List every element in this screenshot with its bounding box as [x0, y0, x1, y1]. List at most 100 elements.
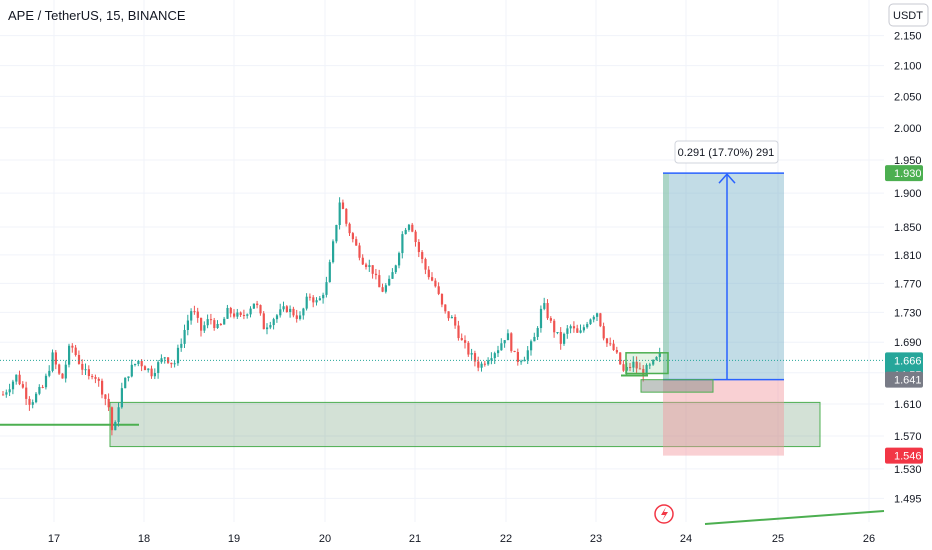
candle-body	[625, 366, 628, 371]
candle-body	[619, 352, 622, 365]
price-tick-label: 2.100	[894, 61, 922, 73]
time-tick-label: 24	[680, 533, 692, 545]
tradingview-logo-icon	[654, 504, 674, 524]
candle-body	[229, 307, 232, 314]
symbol-title: APE / TetherUS, 15, BINANCE	[8, 8, 186, 23]
candle-body	[216, 323, 219, 328]
candle-body	[431, 277, 434, 281]
candle-body	[308, 296, 312, 298]
candle-body	[196, 311, 199, 318]
candle-body	[596, 313, 599, 317]
candle-body	[21, 384, 24, 388]
candle-body	[160, 358, 163, 363]
candle-body	[338, 202, 341, 226]
candle-body	[450, 316, 453, 319]
drawings-front-layer: 0.291 (17.70%) 291	[0, 140, 885, 525]
candle-body	[153, 373, 156, 377]
candle-body	[559, 332, 562, 344]
candle-body	[361, 257, 364, 265]
candle-body	[219, 323, 222, 325]
time-axis[interactable]: 17 18 19 20 21 22 23 24 25 26	[48, 533, 875, 545]
candle-body	[622, 364, 625, 371]
candle-body	[124, 378, 127, 389]
time-tick-label: 22	[500, 533, 512, 545]
candle-body	[110, 407, 114, 431]
candle-body	[272, 319, 275, 326]
candle-body	[434, 280, 437, 287]
candle-body	[490, 358, 493, 361]
candle-body	[477, 361, 480, 368]
small-zone-rectangle	[640, 379, 714, 393]
currency-button[interactable]: USDT	[888, 3, 929, 27]
candle-body	[572, 326, 576, 329]
candle-body	[236, 312, 239, 317]
candle-body	[35, 393, 38, 403]
measure-label[interactable]: 0.291 (17.70%) 291	[674, 140, 779, 164]
candle-body	[648, 364, 651, 366]
candle-body	[457, 325, 460, 339]
candle-body	[503, 340, 506, 344]
candle-body	[391, 272, 394, 279]
candle-body	[18, 374, 21, 385]
currency-label: USDT	[893, 10, 923, 22]
candle-body	[104, 394, 107, 399]
candle-body	[140, 360, 143, 367]
candle-body	[315, 300, 318, 303]
candle-body	[61, 373, 64, 379]
candle-body	[394, 265, 397, 273]
candle-body	[285, 306, 288, 312]
candle-body	[586, 324, 589, 328]
candle-body	[183, 329, 186, 344]
candle-body	[516, 352, 519, 362]
price-tick-label: 1.850	[894, 222, 922, 234]
candle-body	[506, 333, 510, 341]
candle-body	[510, 333, 513, 351]
candle-body	[38, 386, 41, 394]
price-tick-label: 2.000	[894, 123, 922, 135]
candle-body	[563, 333, 566, 344]
candle-body	[312, 297, 315, 303]
candle-body	[147, 368, 150, 371]
price-tick-label: 2.150	[894, 31, 922, 43]
candle-body	[473, 353, 477, 362]
price-tick-label: 1.730	[894, 307, 922, 319]
candle-body	[464, 340, 467, 343]
candle-body	[279, 309, 282, 316]
candle-body	[266, 327, 269, 330]
candle-body	[190, 311, 193, 321]
candle-body	[206, 319, 209, 326]
candle-body	[282, 306, 285, 310]
candle-body	[592, 316, 595, 320]
price-tick-label: 1.950	[894, 155, 922, 167]
candle-body	[295, 315, 298, 319]
candle-body	[289, 308, 292, 312]
candle-body	[480, 363, 483, 368]
time-tick-label: 18	[138, 533, 150, 545]
candle-body	[404, 229, 407, 235]
candle-body	[549, 318, 552, 321]
candle-body	[130, 364, 133, 377]
time-tick-label: 19	[228, 533, 240, 545]
candle-body	[325, 282, 328, 295]
drawings-layer	[0, 173, 821, 456]
candle-body	[180, 343, 183, 348]
candle-body	[259, 305, 262, 314]
candle-body	[252, 303, 255, 309]
price-badge-value: 1.666	[894, 355, 922, 367]
candle-body	[523, 359, 526, 362]
candle-body	[157, 362, 160, 374]
candle-body	[566, 328, 569, 334]
candle-body	[355, 239, 358, 246]
candle-body	[226, 307, 229, 319]
candle-body	[25, 387, 28, 399]
price-badge: 1.546	[885, 447, 923, 464]
candle-body	[539, 308, 543, 329]
trend-line	[704, 510, 885, 525]
candle-body	[351, 233, 354, 240]
price-axis[interactable]: 2.150 2.100 2.050 2.000 1.950 1.900 1.850 1.810…	[885, 31, 923, 506]
candle-body	[368, 265, 371, 267]
candle-body	[582, 327, 585, 331]
candle-body	[599, 313, 602, 327]
candle-body	[134, 363, 137, 365]
